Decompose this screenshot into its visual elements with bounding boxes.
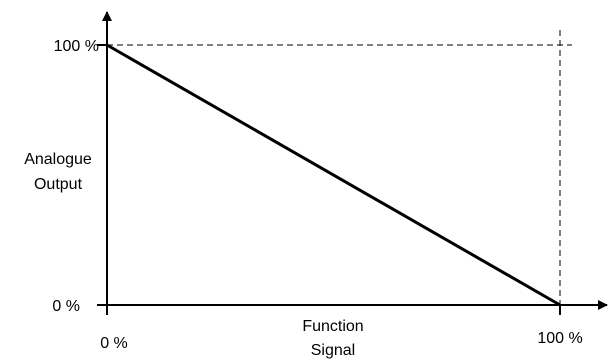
- x-tick-label-100: 100 %: [537, 330, 582, 347]
- x-axis-label-line-1: Function: [302, 318, 363, 335]
- tick-marks: [97, 44, 561, 315]
- y-axis-label-line-1: Analogue: [24, 151, 92, 168]
- x-axis-label-line-2: Signal: [311, 342, 355, 359]
- y-tick-label-100: 100 %: [54, 38, 99, 55]
- series-line: [106, 43, 561, 307]
- y-axis-label-line-2: Output: [34, 176, 83, 193]
- x-tick-label-0: 0 %: [100, 335, 128, 352]
- y-tick-label-0: 0 %: [52, 298, 80, 315]
